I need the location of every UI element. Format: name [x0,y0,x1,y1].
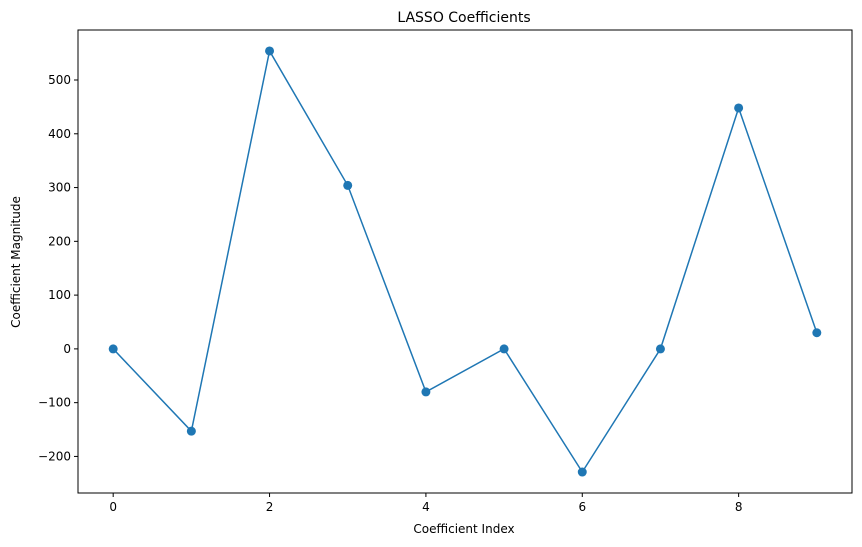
y-tick-label: 200 [48,234,71,248]
point [186,426,196,436]
y-tick-label: 400 [48,127,71,141]
y-tick-label: −200 [38,449,71,463]
x-tick-label: 4 [422,500,430,514]
x-tick-label: 8 [735,500,743,514]
chart-title: LASSO Coefficients [397,10,530,26]
plot-frame [77,29,853,494]
point [812,328,822,338]
point [655,344,665,354]
y-tick-label: 500 [48,73,71,87]
series-line [112,48,818,474]
point [108,344,118,354]
y-tick-label: 0 [63,342,71,356]
point [577,467,587,477]
point [265,46,275,56]
x-axis-label: Coefficient Index [413,522,514,536]
x-tick-label: 0 [109,500,117,514]
y-axis-label: Coefficient Magnitude [9,196,23,328]
y-tick-label: 300 [48,181,71,195]
y-tick-label: 100 [48,288,71,302]
point [421,387,431,397]
x-tick-label: 2 [266,500,274,514]
y-tick-label: −100 [38,396,71,410]
point [734,103,744,113]
point [343,180,353,190]
x-tick-label: 6 [578,500,586,514]
point [499,344,509,354]
